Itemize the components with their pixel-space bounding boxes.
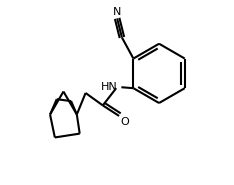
Text: N: N (113, 7, 121, 17)
Text: O: O (121, 117, 129, 127)
Text: HN: HN (100, 82, 117, 92)
